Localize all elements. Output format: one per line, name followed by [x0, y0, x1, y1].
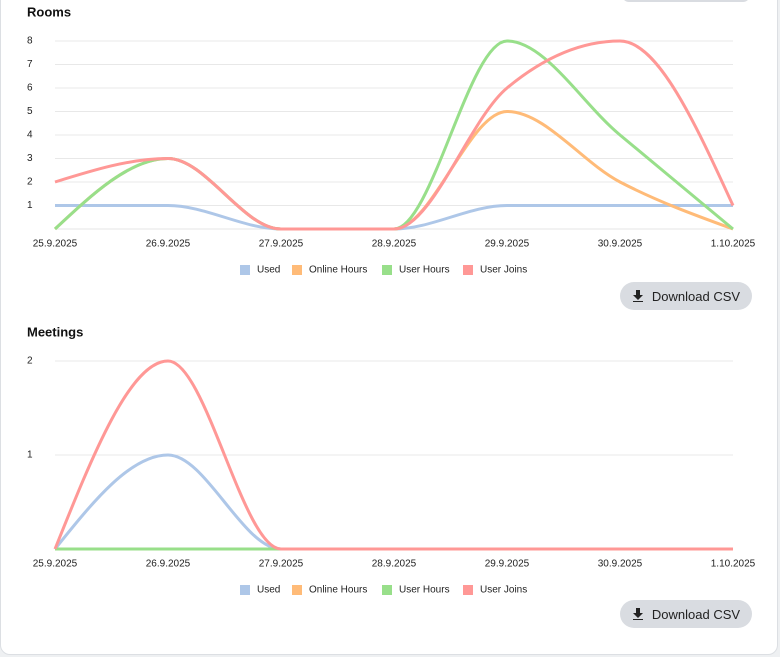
legend-swatch — [292, 265, 302, 275]
series-line — [54, 39, 735, 231]
x-tick-label: 30.9.2025 — [598, 239, 643, 250]
y-tick-label: 1 — [27, 200, 33, 211]
y-tick-label: 4 — [27, 130, 33, 141]
y-tick-label: 2 — [27, 356, 33, 367]
x-tick-label: 1.10.2025 — [711, 239, 756, 250]
x-tick-label: 29.9.2025 — [485, 559, 530, 570]
x-tick-label: 25.9.2025 — [33, 559, 78, 570]
y-tick-label: 7 — [27, 59, 33, 70]
x-tick-label: 29.9.2025 — [485, 239, 530, 250]
y-tick-label: 8 — [27, 36, 33, 47]
legend-label: User Joins — [480, 585, 527, 596]
x-tick-label: 28.9.2025 — [372, 239, 417, 250]
button-label: Download CSV — [651, 288, 741, 304]
download-icon — [632, 608, 643, 620]
x-tick-label: 26.9.2025 — [146, 559, 191, 570]
legend-label: Online Hours — [309, 585, 367, 596]
x-tick-label: 25.9.2025 — [33, 239, 78, 250]
chart-title: Meetings — [27, 324, 83, 339]
series-line — [53, 359, 733, 551]
button-top[interactable] — [622, 0, 750, 2]
legend-swatch — [463, 585, 473, 595]
legend-label: Used — [257, 265, 280, 276]
series-line — [53, 109, 734, 231]
chart-title: Rooms — [27, 4, 71, 19]
legend-swatch — [240, 265, 250, 275]
legend-swatch — [382, 585, 392, 595]
download-button[interactable]: Download CSV — [620, 600, 752, 628]
series-line — [53, 453, 733, 551]
y-tick-label: 5 — [27, 106, 33, 117]
series-line — [54, 203, 733, 231]
legend-label: Online Hours — [309, 265, 367, 276]
x-tick-label: 1.10.2025 — [711, 559, 756, 570]
x-tick-label: 27.9.2025 — [259, 239, 304, 250]
legend-swatch — [292, 585, 302, 595]
button-label: Download CSV — [651, 606, 741, 622]
legend-swatch — [382, 265, 392, 275]
legend-swatch — [463, 265, 473, 275]
legend-label: User Hours — [399, 265, 450, 276]
y-tick-label: 6 — [27, 83, 33, 94]
x-tick-label: 26.9.2025 — [146, 239, 191, 250]
y-tick-label: 1 — [27, 450, 33, 461]
x-tick-label: 30.9.2025 — [598, 559, 643, 570]
y-tick-label: 3 — [27, 153, 33, 164]
download-icon — [632, 290, 643, 302]
legend-swatch — [240, 585, 250, 595]
legend-label: User Hours — [399, 585, 450, 596]
x-tick-label: 27.9.2025 — [259, 559, 304, 570]
legend-label: User Joins — [480, 265, 527, 276]
x-tick-label: 28.9.2025 — [372, 559, 417, 570]
download-button[interactable]: Download CSV — [620, 282, 752, 310]
legend-label: Used — [257, 585, 280, 596]
y-tick-label: 2 — [27, 177, 33, 188]
